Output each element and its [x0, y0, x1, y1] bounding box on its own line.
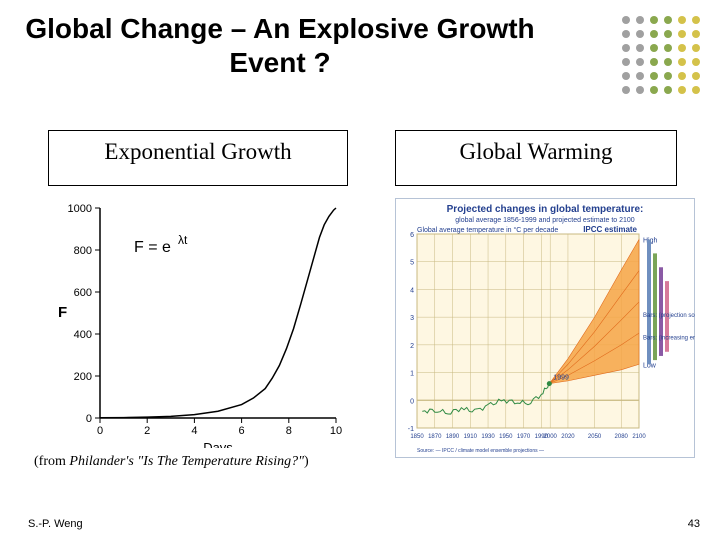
- svg-text:1950: 1950: [499, 434, 513, 440]
- svg-text:Bars: (increasing emissions): Bars: (increasing emissions): [643, 335, 695, 341]
- svg-text:2100: 2100: [632, 434, 646, 440]
- svg-text:0: 0: [410, 398, 414, 405]
- svg-text:F: F: [58, 304, 67, 321]
- svg-text:Days: Days: [203, 440, 233, 448]
- svg-text:1870: 1870: [428, 434, 442, 440]
- footer-author: S.-P. Weng: [28, 518, 83, 530]
- citation: (from Philander's "Is The Temperature Ri…: [34, 454, 309, 470]
- exponential-chart: 0 200 400 600 800 1000 0 2 4 6 8 10 F = e λt F Days: [38, 198, 358, 448]
- left-label: Exponential Growth: [104, 139, 291, 164]
- citation-italic: Philander's "Is The Temperature Rising?": [69, 454, 304, 469]
- svg-text:10: 10: [330, 425, 342, 437]
- svg-text:Source: — IPCC / climate model: Source: — IPCC / climate model ensemble …: [417, 448, 544, 454]
- svg-text:600: 600: [74, 287, 92, 299]
- svg-text:0: 0: [86, 413, 92, 425]
- svg-text:6: 6: [410, 232, 414, 239]
- svg-text:Global average temperature in: Global average temperature in °C per dec…: [417, 226, 558, 234]
- left-chart-panel: 0 200 400 600 800 1000 0 2 4 6 8 10 F = e λt F Days: [38, 198, 358, 448]
- svg-text:F = e: F = e: [134, 239, 171, 256]
- svg-text:2080: 2080: [615, 434, 629, 440]
- svg-text:2020: 2020: [561, 434, 575, 440]
- left-label-box: Exponential Growth: [48, 130, 348, 186]
- svg-text:8: 8: [286, 425, 292, 437]
- right-label-box: Global Warming: [395, 130, 677, 186]
- slide-title: Global Change – An Explosive Growth Even…: [0, 12, 560, 79]
- svg-text:1850: 1850: [410, 434, 424, 440]
- svg-text:4: 4: [410, 287, 414, 294]
- svg-text:global average 1856-1999 and p: global average 1856-1999 and projected e…: [455, 217, 635, 224]
- svg-text:0: 0: [97, 425, 103, 437]
- dot-grid-decoration: [620, 14, 702, 96]
- svg-text:1: 1: [410, 371, 414, 378]
- svg-text:Bars: (projection source[s]): Bars: (projection source[s]): [643, 313, 695, 319]
- svg-text:3: 3: [410, 315, 414, 322]
- svg-text:1999: 1999: [553, 375, 569, 382]
- svg-text:2050: 2050: [588, 434, 602, 440]
- right-chart-panel: Projected changes in global temperature:…: [395, 198, 695, 458]
- svg-text:5: 5: [410, 260, 414, 267]
- svg-text:2000: 2000: [544, 434, 558, 440]
- svg-text:1930: 1930: [481, 434, 495, 440]
- svg-text:λt: λt: [178, 233, 188, 247]
- svg-text:-1: -1: [408, 426, 414, 433]
- svg-text:400: 400: [74, 329, 92, 341]
- svg-text:1890: 1890: [446, 434, 460, 440]
- svg-text:4: 4: [191, 425, 197, 437]
- citation-suffix: ): [304, 454, 309, 469]
- page-number: 43: [688, 518, 700, 530]
- svg-text:2: 2: [410, 343, 414, 350]
- warming-chart: Projected changes in global temperature:…: [395, 198, 695, 458]
- svg-text:1970: 1970: [517, 434, 531, 440]
- svg-text:200: 200: [74, 371, 92, 383]
- svg-text:1910: 1910: [464, 434, 478, 440]
- svg-text:Projected changes in global te: Projected changes in global temperature:: [447, 204, 644, 215]
- svg-text:2: 2: [144, 425, 150, 437]
- svg-text:6: 6: [239, 425, 245, 437]
- svg-text:800: 800: [74, 245, 92, 257]
- svg-text:1000: 1000: [68, 203, 92, 215]
- svg-text:IPCC estimate: IPCC estimate: [583, 225, 637, 234]
- citation-prefix: (from: [34, 454, 69, 469]
- right-label: Global Warming: [460, 139, 613, 164]
